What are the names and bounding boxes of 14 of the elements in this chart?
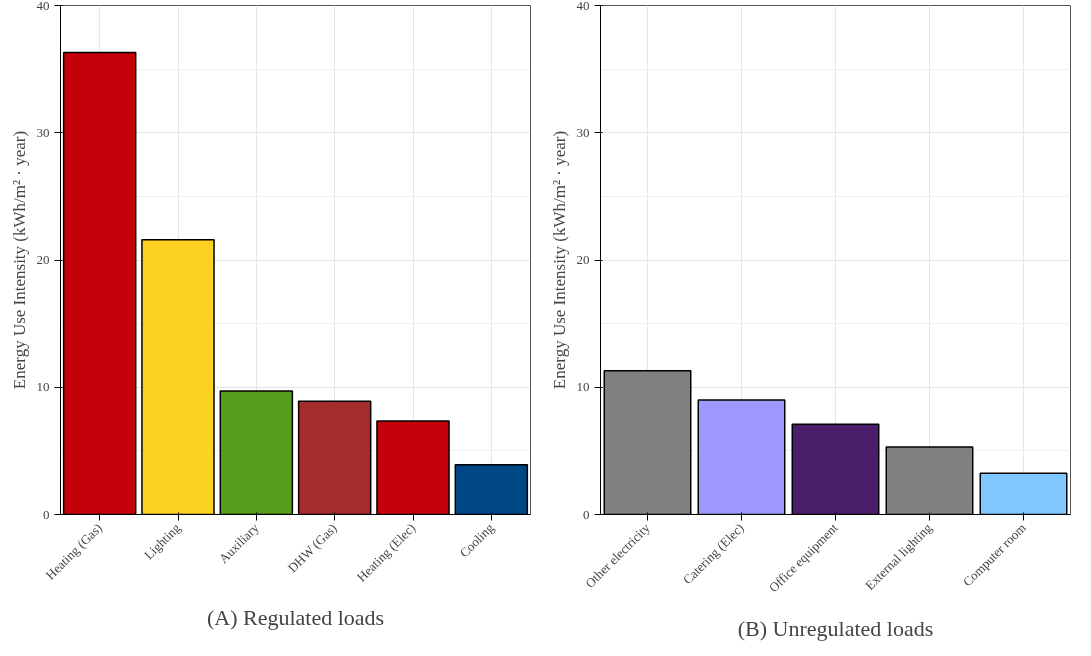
y-tick-label: 30 [36,124,50,140]
y-tick-label: 40 [576,0,590,13]
y-tick-label: 40 [36,0,50,13]
y-tick-label: 10 [36,379,50,395]
y-tick-label: 20 [36,252,50,267]
y-tick-label: 30 [576,124,590,140]
y-tick-label: 0 [43,506,50,522]
y-tick-label: 10 [576,379,590,395]
y-tick-label: 20 [576,252,590,267]
text: (B) Unregulated loads [737,615,934,641]
y-axis-title: Energy Use Intensity (kWh/m² · year) [9,130,29,390]
y-axis-title: Energy Use Intensity (kWh/m² · year) [549,130,569,390]
text: (A) Regulated loads [206,604,385,630]
y-tick-label: 0 [583,506,590,522]
